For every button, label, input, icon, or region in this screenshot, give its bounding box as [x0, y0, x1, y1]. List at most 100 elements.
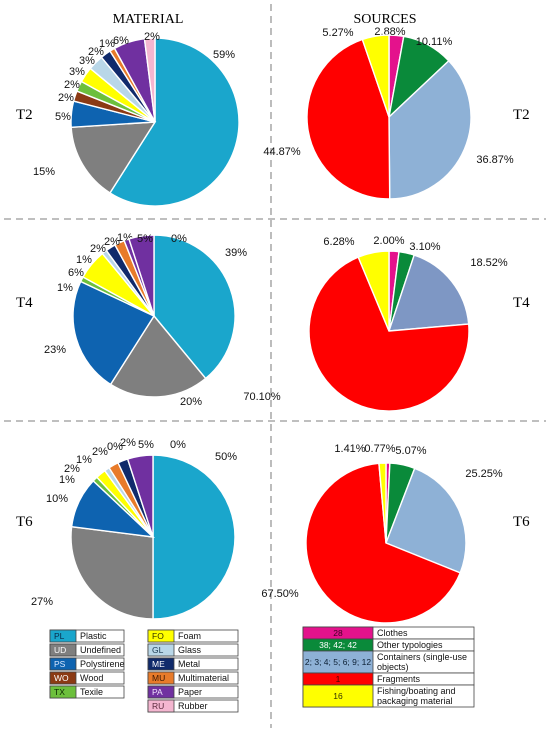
src-T2-label-3: 44.87% [263, 146, 301, 158]
mat-T4-label-1: 20% [180, 396, 202, 408]
material-label: Wood [80, 673, 103, 683]
material-swatch-ud [49, 643, 77, 657]
mat-T2-label-4: 2% [64, 79, 80, 91]
row-label-src-T6: T6 [513, 514, 530, 530]
material-code: WO [54, 673, 69, 683]
material-code: TX [54, 687, 65, 697]
mat-T4-pie: 39%20%23%1%6%1%2%2%1% 5% 0% [44, 232, 247, 408]
material-legend-item-ps: PS Polystirene [49, 657, 125, 671]
material-code: PL [54, 631, 65, 641]
src-T4-label-3: 70.10% [243, 391, 281, 403]
material-code: FO [152, 631, 164, 641]
mat-T2-label-0: 59% [213, 49, 235, 61]
mat-T6-label-2: 10% [46, 493, 68, 505]
src-T2-slice-2 [388, 59, 472, 200]
mat-T4-label-6: 2% [90, 243, 106, 255]
material-legend-item-wo: WO Wood [49, 671, 125, 685]
src-T2-slice-4 [361, 34, 390, 118]
material-code: RU [152, 701, 164, 711]
material-legend-item-ud: UD Undefined [49, 643, 125, 657]
src-T4-label-1: 3.10% [409, 241, 440, 253]
material-label: Polystirene [80, 659, 125, 669]
material-legend-item-pa: PA Paper [147, 685, 239, 699]
mat-T6-label-1: 27% [31, 596, 53, 608]
mat-T4-label-9: 5% [137, 233, 153, 245]
src-T6-pie: 0.77% 5.07% 25.25% 67.50% 1.41% [261, 443, 503, 624]
material-legend-item-mu: MU Multimaterial [147, 671, 239, 685]
mat-T6-label-0: 50% [215, 451, 237, 463]
mat-T4-slice-0 [153, 234, 236, 380]
src-T2-pie: 2.88%10.11%36.87%44.87%5.27% [263, 26, 514, 200]
sources-code: 1 [336, 674, 341, 684]
src-T6-slice-4 [378, 462, 387, 544]
src-T4-label-2: 18.52% [470, 257, 508, 269]
mat-T2-slice-0 [109, 37, 240, 207]
material-code: PS [54, 659, 66, 669]
row-label-mat-T4: T4 [16, 295, 33, 311]
mat-T6-label-9: 5% [138, 439, 154, 451]
src-T6-label-2: 25.25% [465, 468, 503, 480]
sources-code: 16 [333, 691, 343, 701]
material-code: PA [152, 687, 163, 697]
sources-label: Fragments [377, 674, 421, 684]
sources-swatch-4 [302, 684, 374, 708]
sources-label-line2: objects) [377, 662, 409, 672]
mat-T6-label-10: 0% [170, 439, 186, 451]
sources-legend-item-3: 1 Fragments [302, 672, 475, 686]
material-legend-item-fo: FO Foam [147, 629, 239, 643]
src-T2-label-1: 10.11% [416, 36, 453, 48]
sources-code: 2; 3; 4; 5; 6; 9; 12 [305, 657, 371, 667]
material-code: GL [152, 645, 164, 655]
src-T6-label-0: 0.77% [364, 443, 395, 455]
sources-label: Clothes [377, 628, 408, 638]
src-T4-slice-4 [357, 250, 390, 332]
src-T4-slice-2 [388, 254, 470, 332]
material-legend: PL Plastic UD Undefined PS Polystirene WO Wood T… [49, 629, 239, 713]
material-legend-item-gl: GL Glass [147, 643, 239, 657]
material-swatch-gl [147, 643, 175, 657]
pie-charts: 59%15%5%2%2%3%3%2%1%6% 2% 2.88%10.11%36.87… [31, 26, 514, 624]
src-T4-slice-3 [308, 256, 470, 412]
mat-T4-label-5: 1% [76, 254, 92, 266]
mat-T6-label-3: 1% [59, 474, 75, 486]
src-T6-slice-3 [305, 462, 462, 624]
material-swatch-tx [49, 685, 77, 699]
mat-T4-slice-1 [109, 314, 207, 398]
material-legend-item-ru: RU Rubber [147, 699, 239, 713]
mat-T4-label-7: 2% [104, 236, 120, 248]
sources-code: 28 [333, 628, 343, 638]
material-label: Undefined [80, 645, 121, 655]
mat-T2-label-7: 2% [88, 46, 104, 58]
src-T6-label-1: 5.07% [395, 445, 426, 457]
material-label: Texile [80, 687, 103, 697]
mat-T2-label-2: 5% [55, 111, 71, 123]
mat-T6-slice-0 [152, 454, 236, 620]
mat-T2-label-1: 15% [33, 166, 55, 178]
mat-T2-label-5: 3% [69, 66, 85, 78]
row-label-src-T2: T2 [513, 107, 530, 123]
mat-T2-slice-1 [70, 121, 157, 194]
src-T2-slice-3 [306, 38, 391, 200]
material-label: Paper [178, 687, 202, 697]
mat-T4-label-3: 1% [57, 282, 73, 294]
material-swatch-pa [147, 685, 175, 699]
mat-T2-label-3: 2% [58, 92, 74, 104]
material-code: UD [54, 645, 66, 655]
sources-label-line2: packaging material [377, 696, 453, 706]
src-T2-label-2: 36.87% [476, 154, 514, 166]
material-label: Foam [178, 631, 201, 641]
mat-T4-label-2: 23% [44, 344, 66, 356]
material-label: Metal [178, 659, 200, 669]
mat-T6-label-6: 2% [92, 446, 108, 458]
material-legend-item-me: ME Metal [147, 657, 239, 671]
material-swatch-pl [49, 629, 77, 643]
src-T2-label-4: 5.27% [322, 27, 353, 39]
mat-T4-label-4: 6% [68, 267, 84, 279]
material-swatch-mu [147, 671, 175, 685]
mat-T6-label-5: 1% [76, 454, 92, 466]
mat-T6-label-4: 2% [64, 463, 80, 475]
sources-legend-item-1: 38; 42; 42 Other typologies [302, 638, 475, 652]
sources-label: Other typologies [377, 640, 443, 650]
